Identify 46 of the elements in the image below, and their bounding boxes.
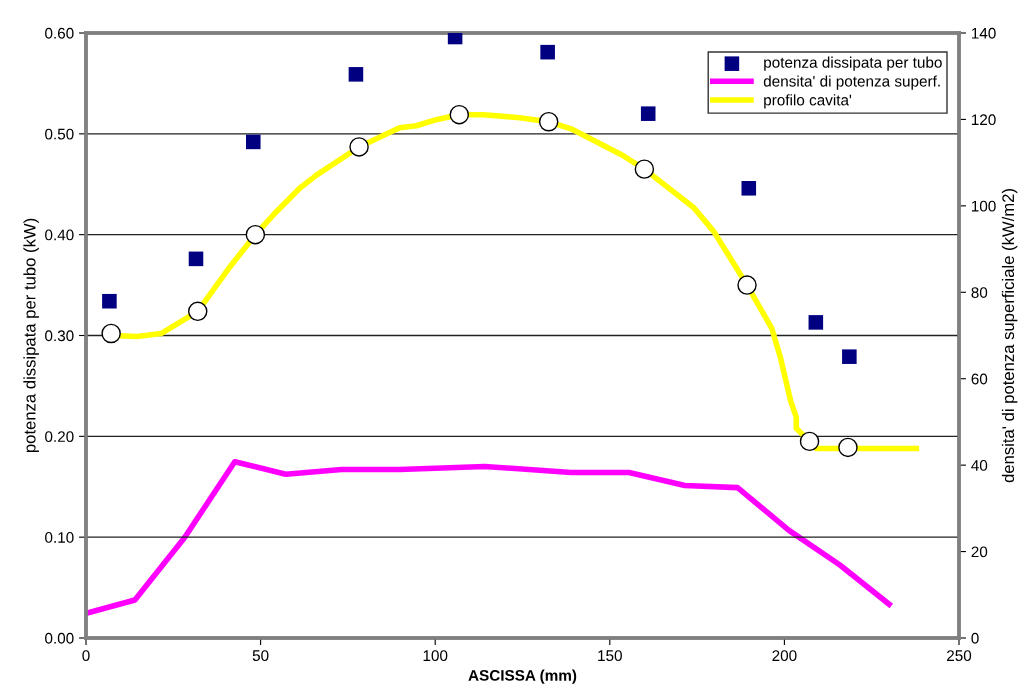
y2-tick-label: 60 <box>971 373 988 385</box>
y-axis-title: potenza dissipata per tubo (kW) <box>23 218 39 453</box>
point <box>737 275 757 295</box>
y-tick-label: 0.40 <box>45 229 74 241</box>
y2-tick-label: 100 <box>971 200 996 212</box>
x-tick-label: 50 <box>252 650 269 662</box>
y-tick-label: 0.20 <box>45 431 74 443</box>
point <box>245 134 261 150</box>
y-tick-label: 0.00 <box>45 632 74 644</box>
y2-tick-label: 120 <box>971 114 996 126</box>
y-tick-label: 0.60 <box>45 27 74 39</box>
point <box>640 106 656 121</box>
point <box>449 104 470 125</box>
point <box>741 181 757 196</box>
y-tick-label: 0.10 <box>45 532 74 543</box>
y2-tick-label: 80 <box>971 287 988 298</box>
y2-tick-label: 20 <box>971 546 988 558</box>
point <box>349 137 369 157</box>
point <box>540 44 555 60</box>
y2-tick-label: 40 <box>971 460 988 471</box>
point <box>808 315 824 330</box>
point <box>188 251 204 267</box>
legend-label: densita' di potenza superf. <box>763 75 940 90</box>
point <box>538 111 559 132</box>
y-tick-label: 0.30 <box>45 330 74 342</box>
legend-label: potenza dissipata per tubo <box>764 56 942 71</box>
point <box>348 67 364 82</box>
x-tick-label: 250 <box>947 650 972 662</box>
y-tick-label: 0.50 <box>45 128 74 140</box>
y2-axis-title: densita' di potenza superficiale (kW/m2) <box>1001 189 1018 483</box>
point <box>245 224 266 245</box>
point <box>842 349 857 364</box>
x-tick-label: 150 <box>598 650 622 662</box>
legend-label: profilo cavita' <box>764 94 852 109</box>
point <box>838 437 858 458</box>
point <box>187 301 208 322</box>
point <box>102 293 117 309</box>
x-axis-title: ASCISSA (mm) <box>468 669 577 684</box>
x-tick-label: 0 <box>82 650 90 662</box>
point <box>799 431 820 452</box>
y2-tick-label: 0 <box>971 632 979 644</box>
point <box>634 159 655 179</box>
x-tick-label: 100 <box>423 650 448 662</box>
y2-tick-label: 140 <box>971 27 996 39</box>
point <box>101 323 121 344</box>
x-tick-label: 200 <box>772 650 797 662</box>
